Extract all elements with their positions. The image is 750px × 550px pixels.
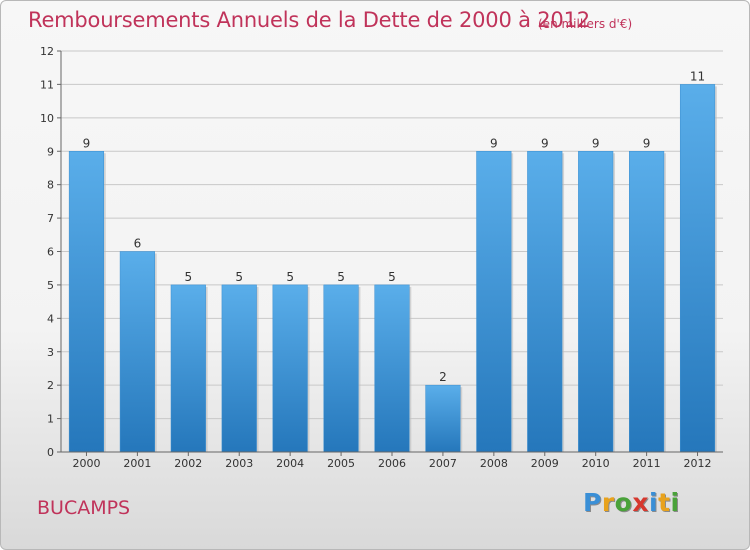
logo-letter: i [649, 488, 659, 517]
bar [119, 251, 155, 453]
bar [221, 284, 257, 453]
x-tick-label: 2008 [480, 457, 508, 470]
data-label: 5 [286, 270, 294, 284]
y-tick-label: 5 [47, 279, 54, 292]
x-tick-label: 2001 [123, 457, 151, 470]
data-label: 11 [690, 69, 705, 83]
logo-letter: r [601, 488, 615, 517]
data-label: 9 [490, 136, 498, 150]
y-tick-label: 8 [47, 179, 54, 192]
y-tick-label: 12 [40, 45, 54, 58]
x-tick-label: 2004 [276, 457, 304, 470]
logo-letter: t [658, 488, 671, 517]
logo-letter: i [670, 488, 680, 517]
bar [272, 284, 308, 453]
bar [578, 151, 614, 453]
x-tick-label: 2011 [633, 457, 661, 470]
logo-letter: o [614, 488, 633, 517]
bar [527, 151, 563, 453]
x-tick-label: 2007 [429, 457, 457, 470]
data-label: 6 [134, 237, 142, 251]
proxiti-logo: Proxiti [583, 488, 680, 517]
y-tick-label: 11 [40, 78, 54, 91]
x-tick-label: 2010 [582, 457, 610, 470]
x-tick-label: 2012 [684, 457, 712, 470]
y-tick-label: 4 [47, 312, 54, 325]
x-tick-label: 2003 [225, 457, 253, 470]
bar [629, 151, 665, 453]
y-tick-label: 9 [47, 145, 54, 158]
data-label: 2 [439, 370, 447, 384]
x-tick-label: 2000 [72, 457, 100, 470]
data-label: 5 [388, 270, 396, 284]
data-label: 5 [235, 270, 243, 284]
y-tick-label: 2 [47, 379, 54, 392]
bar [170, 284, 206, 453]
data-label: 9 [643, 136, 651, 150]
bar [68, 151, 105, 453]
y-tick-label: 3 [47, 346, 54, 359]
chart-title: Remboursements Annuels de la Dette de 20… [28, 8, 590, 32]
x-tick-label: 2009 [531, 457, 559, 470]
data-label: 9 [541, 136, 549, 150]
logo-letter: P [583, 488, 602, 517]
data-label: 9 [592, 136, 600, 150]
y-tick-label: 0 [47, 446, 54, 459]
bar [323, 284, 359, 453]
commune-name: BUCAMPS [37, 497, 131, 519]
bar [374, 284, 410, 453]
logo-letter: x [632, 488, 649, 517]
bar [425, 384, 461, 453]
x-tick-label: 2002 [174, 457, 202, 470]
x-tick-label: 2006 [378, 457, 406, 470]
x-tick-label: 2005 [327, 457, 355, 470]
y-tick-label: 7 [47, 212, 54, 225]
data-label: 5 [184, 270, 192, 284]
chart-subtitle: (en milliers d'€) [538, 17, 633, 31]
bar [476, 151, 512, 453]
y-tick-label: 1 [47, 413, 54, 426]
data-label: 5 [337, 270, 345, 284]
y-tick-label: 6 [47, 246, 54, 259]
y-tick-label: 10 [40, 112, 54, 125]
bar [679, 84, 716, 453]
data-label: 9 [83, 136, 91, 150]
